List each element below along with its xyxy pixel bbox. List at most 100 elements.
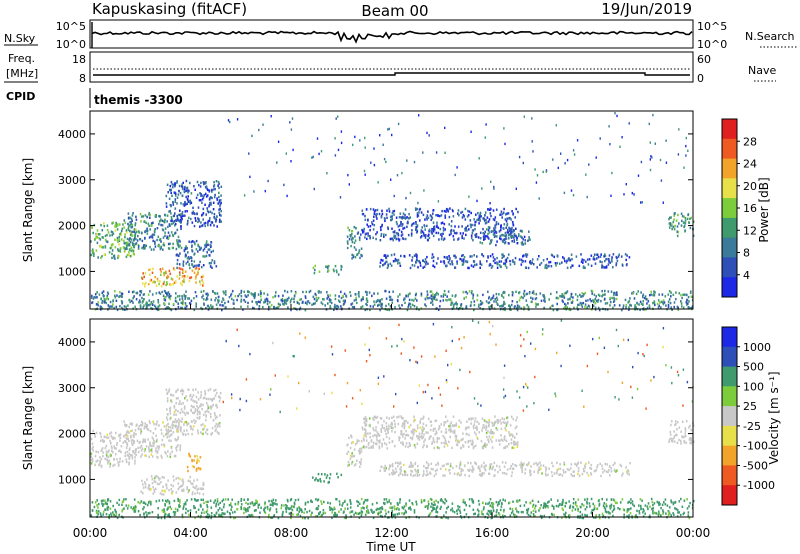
scatter-cell <box>654 142 656 145</box>
scatter-cell <box>421 429 423 432</box>
scatter-cell <box>190 217 192 221</box>
scatter-cell <box>610 467 612 470</box>
scatter-cell <box>407 220 409 223</box>
scatter-cell <box>178 189 180 193</box>
scatter-cell <box>159 238 162 241</box>
scatter-cell <box>486 260 488 263</box>
scatter-cell <box>156 451 159 454</box>
scatter-cell <box>218 211 221 214</box>
scatter-cell <box>274 295 276 298</box>
scatter-cell <box>320 150 323 153</box>
scatter-cell <box>157 235 160 238</box>
scatter-cell <box>512 229 515 232</box>
scatter-cell <box>379 439 381 442</box>
scatter-cell <box>430 294 433 297</box>
scatter-cell <box>461 254 463 258</box>
scatter-cell <box>142 306 144 309</box>
scatter-cell <box>191 482 194 485</box>
scatter-cell <box>329 305 332 308</box>
scatter-cell <box>621 474 623 477</box>
scatter-cell <box>416 224 419 227</box>
scatter-cell <box>131 214 134 217</box>
scatter-cell <box>221 508 223 511</box>
scatter-cell <box>378 212 381 216</box>
scatter-cell <box>667 303 670 307</box>
scatter-cell <box>127 454 130 458</box>
scatter-cell <box>205 195 208 198</box>
scatter-cell <box>125 460 128 464</box>
scatter-cell <box>460 438 462 442</box>
scatter-cell <box>516 242 519 245</box>
scatter-cell <box>388 308 391 312</box>
scatter-cell <box>200 290 203 293</box>
scatter-cell <box>677 308 680 311</box>
scatter-cell <box>510 218 512 221</box>
scatter-cell <box>446 257 449 260</box>
scatter-cell <box>613 297 616 301</box>
scatter-cell <box>530 300 533 304</box>
scatter-cell <box>509 263 512 266</box>
scatter-cell <box>126 434 129 438</box>
scatter-cell <box>626 254 628 257</box>
scatter-cell <box>584 305 586 309</box>
scatter-cell <box>508 229 511 233</box>
scatter-cell <box>243 194 246 197</box>
scatter-cell <box>170 483 173 487</box>
scatter-cell <box>176 445 178 448</box>
scatter-cell <box>512 417 515 421</box>
scatter-cell <box>133 228 136 231</box>
scatter-cell <box>655 512 658 515</box>
scatter-cell <box>490 297 493 300</box>
scatter-cell <box>403 216 406 219</box>
scatter-cell <box>560 295 563 298</box>
scatter-cell <box>515 442 518 445</box>
scatter-cell <box>116 443 118 447</box>
scatter-cell <box>366 237 368 241</box>
scatter-cell <box>190 276 193 279</box>
scatter-cell <box>510 415 513 418</box>
scatter-cell <box>542 294 544 297</box>
scatter-cell <box>616 114 618 118</box>
scatter-cell <box>436 436 439 440</box>
scatter-cell <box>549 260 552 264</box>
scatter-cell <box>208 306 211 309</box>
scatter-cell <box>285 152 287 155</box>
scatter-cell <box>360 462 362 466</box>
scatter-cell <box>690 441 693 445</box>
scatter-cell <box>105 297 107 301</box>
scatter-cell <box>170 204 172 207</box>
scatter-cell <box>212 397 214 401</box>
scatter-cell <box>152 300 155 303</box>
scatter-cell <box>220 194 222 197</box>
scatter-cell <box>372 305 374 308</box>
scatter-cell <box>443 464 445 467</box>
beam-title: Beam 00 <box>361 2 428 20</box>
scatter-cell <box>203 302 205 305</box>
scatter-cell <box>416 426 419 430</box>
scatter-cell <box>214 425 216 428</box>
scatter-cell <box>367 232 369 235</box>
scatter-cell <box>615 297 618 301</box>
scatter-cell <box>120 233 122 237</box>
scatter-cell <box>369 237 371 240</box>
scatter-cell <box>154 275 156 279</box>
scatter-cell <box>492 256 495 259</box>
scatter-cell <box>131 442 133 445</box>
scatter-cell <box>116 458 118 461</box>
scatter-cell <box>604 462 607 466</box>
scatter-cell <box>619 145 621 148</box>
scatter-cell <box>373 147 375 150</box>
scatter-cell <box>131 249 134 252</box>
scatter-cell <box>186 223 189 226</box>
scatter-cell <box>385 260 387 264</box>
scatter-cell <box>175 424 177 428</box>
scatter-cell <box>460 468 463 471</box>
scatter-cell <box>514 234 517 238</box>
scatter-cell <box>531 117 533 120</box>
scatter-cell <box>351 253 353 257</box>
scatter-cell <box>426 218 428 221</box>
scatter-cell <box>610 470 613 473</box>
scatter-cell <box>240 299 243 303</box>
scatter-cell <box>442 295 445 298</box>
scatter-cell <box>380 430 383 434</box>
